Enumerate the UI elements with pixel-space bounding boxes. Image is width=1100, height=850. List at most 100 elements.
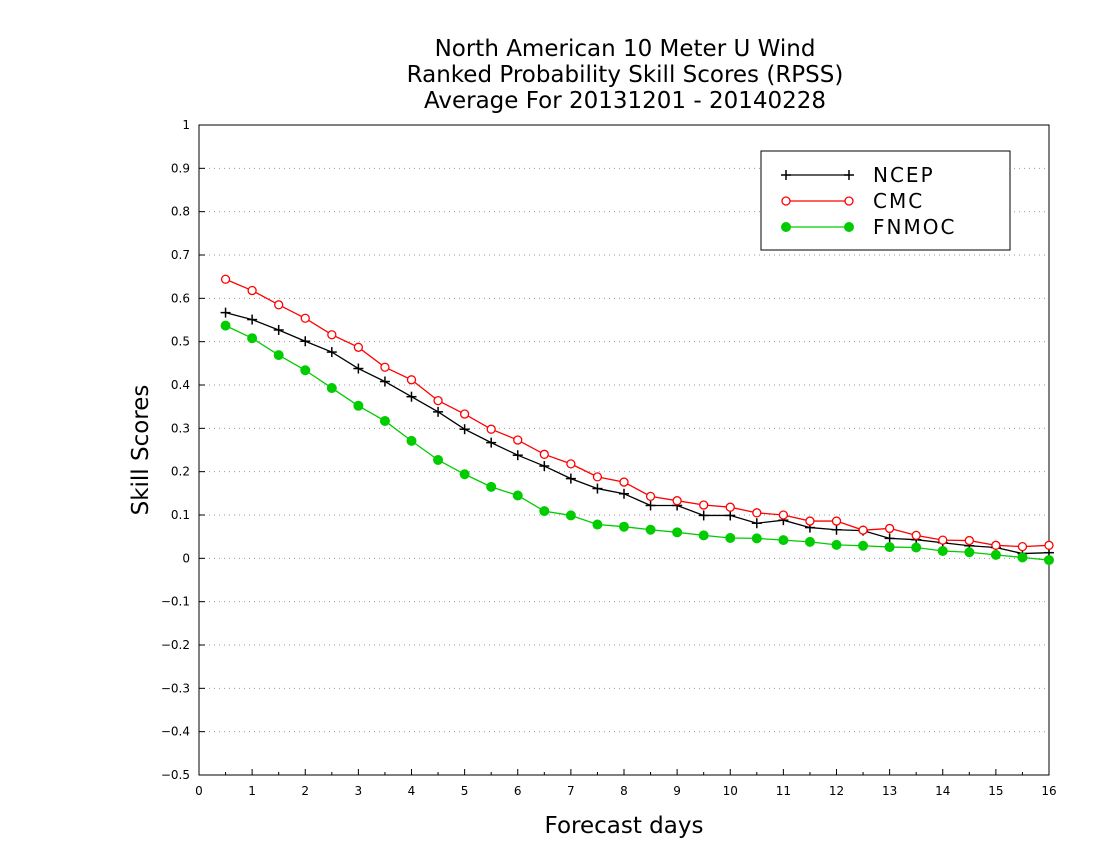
data-point-cmc bbox=[513, 435, 523, 445]
series-line-fnmoc bbox=[225, 325, 1050, 561]
data-point-ncep bbox=[220, 307, 231, 318]
data-point-cmc bbox=[991, 540, 1001, 550]
data-point-cmc bbox=[1017, 541, 1028, 552]
data-point-ncep bbox=[379, 376, 390, 387]
data-point-fnmoc bbox=[725, 532, 736, 543]
data-point-cmc bbox=[406, 375, 417, 385]
data-point-fnmoc bbox=[220, 320, 231, 331]
y-tick-label: −0.2 bbox=[161, 638, 190, 652]
data-point-ncep bbox=[539, 461, 550, 472]
data-point-cmc bbox=[247, 285, 257, 296]
data-point-fnmoc bbox=[433, 454, 444, 465]
data-point-cmc bbox=[486, 424, 496, 434]
x-tick-label: 2 bbox=[301, 784, 309, 798]
data-point-ncep bbox=[300, 336, 311, 347]
data-point-fnmoc bbox=[300, 365, 311, 376]
data-point-cmc bbox=[938, 535, 948, 545]
series-line-ncep bbox=[225, 312, 1050, 555]
x-tick-label: 1 bbox=[248, 784, 256, 798]
data-point-fnmoc bbox=[831, 539, 842, 550]
data-point-cmc bbox=[672, 496, 682, 506]
data-point-fnmoc bbox=[751, 533, 762, 544]
data-point-cmc bbox=[327, 330, 337, 340]
data-point-fnmoc bbox=[884, 542, 895, 553]
data-point-fnmoc bbox=[486, 481, 497, 492]
data-point-cmc bbox=[645, 491, 656, 502]
data-point-ncep bbox=[273, 324, 284, 335]
x-axis-label: Forecast days bbox=[545, 813, 704, 839]
data-point-cmc bbox=[592, 472, 603, 482]
y-tick-label: 0.6 bbox=[171, 291, 190, 305]
legend-item-cmc: CMC bbox=[781, 189, 924, 213]
y-tick-label: 0 bbox=[182, 551, 190, 565]
data-point-ncep bbox=[565, 473, 576, 484]
data-point-fnmoc bbox=[804, 536, 815, 547]
data-point-ncep bbox=[592, 483, 603, 494]
x-tick-label: 14 bbox=[935, 784, 950, 798]
data-point-cmc bbox=[725, 502, 735, 512]
data-point-fnmoc bbox=[353, 400, 364, 411]
x-tick-label: 5 bbox=[461, 784, 469, 798]
data-point-ncep bbox=[884, 533, 895, 544]
chart-title-line-2: Ranked Probability Skill Scores (RPSS) bbox=[406, 62, 844, 88]
data-point-ncep bbox=[751, 518, 762, 529]
data-point-fnmoc bbox=[512, 490, 523, 501]
x-tick-label: 15 bbox=[988, 784, 1003, 798]
y-tick-label: −0.4 bbox=[161, 725, 190, 739]
y-tick-label: 0.7 bbox=[171, 248, 190, 262]
data-point-ncep bbox=[831, 524, 842, 535]
x-tick-label: 9 bbox=[673, 784, 681, 798]
y-tick-label: 0.9 bbox=[171, 161, 190, 175]
data-point-fnmoc bbox=[326, 383, 337, 394]
data-point-cmc bbox=[220, 274, 231, 284]
y-tick-label: −0.5 bbox=[161, 768, 190, 782]
data-point-cmc bbox=[539, 449, 549, 459]
data-point-cmc bbox=[353, 342, 364, 352]
data-point-fnmoc bbox=[379, 415, 390, 426]
data-point-cmc bbox=[1044, 540, 1054, 550]
data-point-cmc bbox=[805, 516, 815, 526]
legend-marker-fnmoc bbox=[844, 222, 854, 232]
x-tick-label: 7 bbox=[567, 784, 575, 798]
data-point-fnmoc bbox=[565, 510, 576, 521]
series-line-cmc bbox=[225, 278, 1050, 548]
y-tick-label: 0.2 bbox=[171, 465, 190, 479]
data-point-cmc bbox=[778, 510, 789, 520]
data-point-fnmoc bbox=[964, 547, 975, 558]
y-tick-label: 0.4 bbox=[171, 378, 190, 392]
y-tick-label: 0.5 bbox=[171, 335, 190, 349]
data-point-cmc bbox=[911, 530, 921, 541]
data-point-cmc bbox=[699, 500, 709, 510]
data-point-fnmoc bbox=[592, 519, 603, 530]
data-point-ncep bbox=[512, 450, 523, 461]
y-tick-label: 1 bbox=[182, 118, 190, 132]
data-point-cmc bbox=[380, 362, 390, 372]
data-point-fnmoc bbox=[645, 524, 656, 535]
data-point-cmc bbox=[964, 535, 974, 546]
x-tick-label: 0 bbox=[195, 784, 203, 798]
data-point-ncep bbox=[486, 437, 497, 448]
legend-marker-cmc bbox=[844, 196, 854, 206]
data-point-ncep bbox=[326, 347, 337, 358]
data-point-cmc bbox=[831, 516, 842, 526]
data-point-fnmoc bbox=[698, 530, 709, 541]
legend-label-cmc: CMC bbox=[873, 189, 924, 213]
data-point-cmc bbox=[858, 525, 868, 535]
x-tick-label: 3 bbox=[355, 784, 363, 798]
x-tick-label: 16 bbox=[1041, 784, 1056, 798]
data-point-fnmoc bbox=[406, 435, 417, 446]
data-point-fnmoc bbox=[1017, 552, 1028, 563]
data-point-cmc bbox=[300, 313, 310, 323]
data-point-ncep bbox=[406, 391, 417, 402]
x-tick-label: 10 bbox=[723, 784, 738, 798]
y-tick-label: 0.8 bbox=[171, 205, 190, 219]
data-point-fnmoc bbox=[778, 535, 789, 546]
data-point-fnmoc bbox=[247, 333, 258, 344]
gridlines bbox=[199, 167, 1049, 733]
data-point-ncep bbox=[353, 363, 364, 374]
data-point-fnmoc bbox=[990, 549, 1001, 560]
data-point-fnmoc bbox=[672, 527, 683, 538]
series-ncep bbox=[220, 307, 1054, 559]
legend-item-fnmoc: FNMOC bbox=[781, 215, 954, 239]
data-point-ncep bbox=[645, 500, 656, 511]
